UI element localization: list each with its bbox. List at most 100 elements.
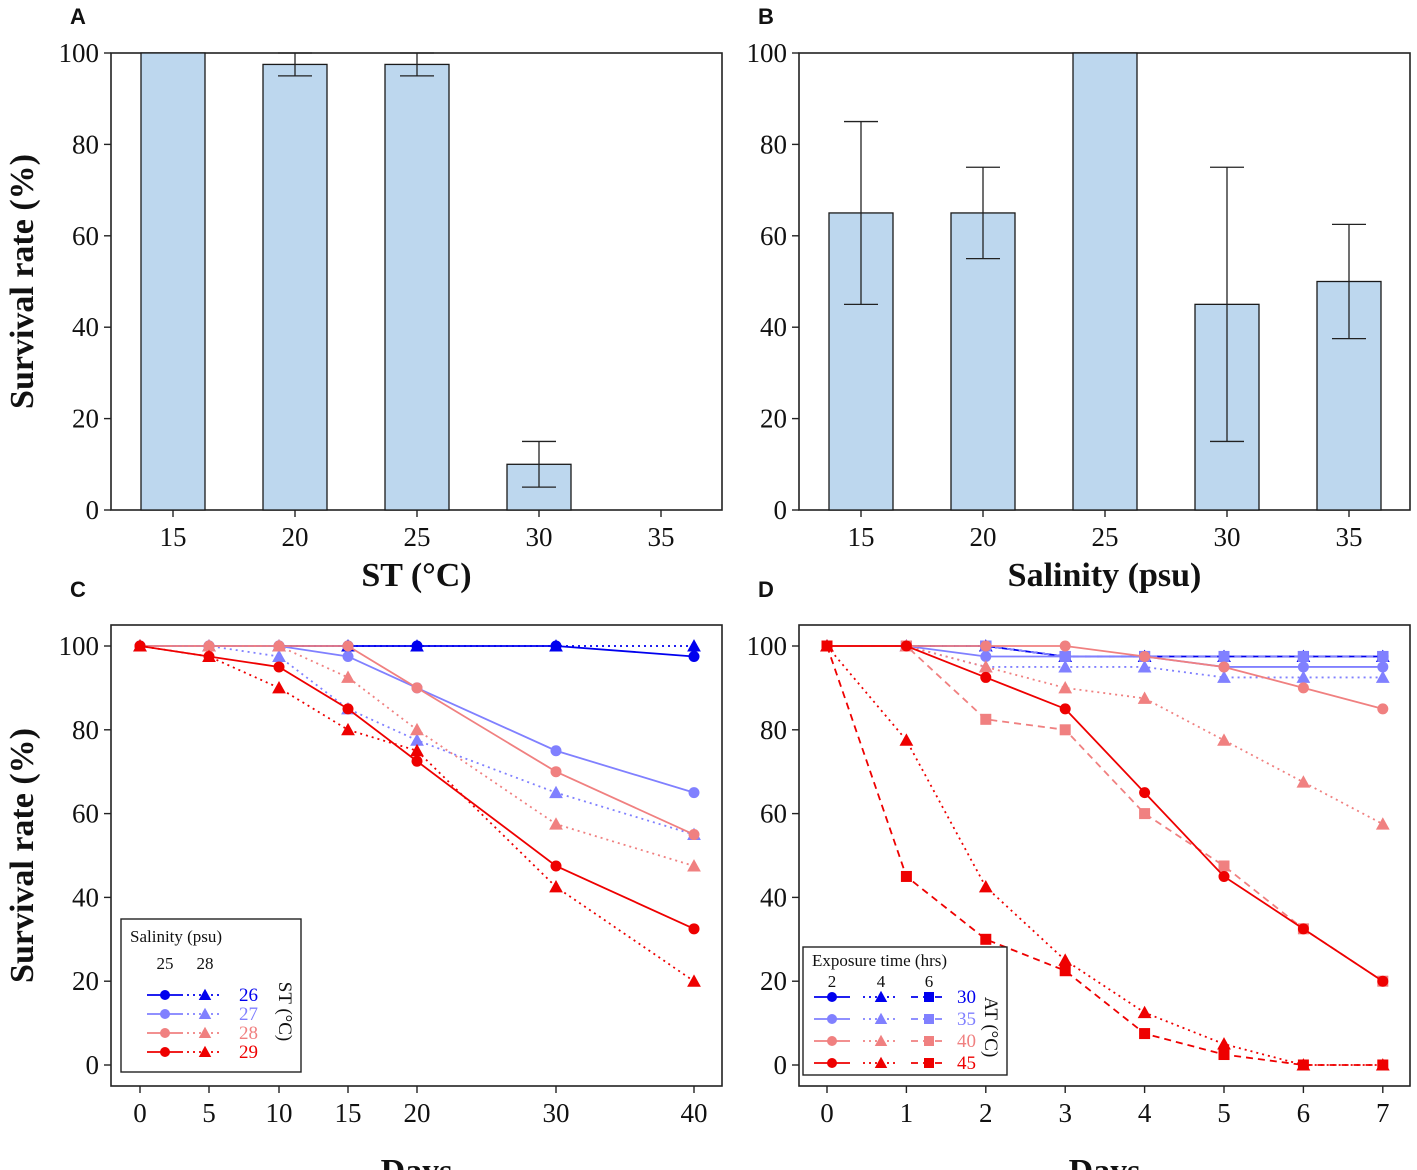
panel-c-xtick-label: 40 [681,1098,708,1128]
panel-d-data-point [1218,870,1230,882]
panel-d-data-point [1059,703,1071,715]
panel-c-data-point [687,859,701,872]
panel-d-x-axis-label: Days [1069,1153,1141,1170]
panel-a-bar [384,63,450,511]
panel-d-data-point [821,640,833,652]
panel-d-data-point [1297,650,1309,662]
panel-d-legend-marker [874,1034,888,1046]
panel-a-ytick-label: 0 [86,495,100,525]
panel-a-xtick-label: 30 [526,522,553,552]
panel-d-line-chart: 020406080100Days01234567Exposure time (h… [747,624,1411,1170]
panel-d-legend-marker [924,992,934,1002]
panel-d-legend-row-label: 45 [957,1053,976,1074]
panel-c-xtick-label: 15 [335,1098,362,1128]
panel-d-ytick-label: 80 [760,715,787,745]
panel-c-legend-column-label: 28 [197,954,214,973]
panel-d-data-point [1059,965,1071,977]
panel-b-x-axis-label: Salinity (psu) [1008,557,1202,594]
panel-d-ytick-label: 20 [760,966,787,996]
panel-d-legend-marker [827,1058,837,1068]
panel-d-data-point [1137,1005,1152,1019]
panel-d-ytick-label: 0 [774,1050,788,1080]
panel-d-legend-marker [924,1014,934,1024]
panel-a-bar [140,52,206,511]
panel-c-legend-marker [160,1028,170,1038]
panel-d-data-point [1217,670,1231,683]
panel-d-data-point [1375,670,1390,683]
panel-d-data-point [1375,817,1390,830]
panel-b-ytick-label: 20 [760,404,787,434]
panel-d-legend-marker [827,1036,837,1046]
panel-c-data-point [273,661,285,673]
panel-d-ytick-label: 100 [747,631,788,661]
panel-d-legend-column-label: 4 [877,972,886,991]
panel-d-data-point [1297,682,1309,694]
panel-b-label: B [758,4,774,29]
panel-d-data-point [1137,660,1152,673]
panel-a-xtick-label: 35 [648,522,675,552]
panel-d-data-point [1217,1037,1231,1050]
panel-d-legend-box [802,946,1008,1076]
panel-c-legend-row-label: 27 [239,1004,258,1025]
panel-d-legend-marker [827,992,837,1002]
panel-b-ytick-label: 0 [774,495,788,525]
panel-d-series-line [827,645,1384,825]
panel-b-bar-chart: 0 20 40 60 80 100 Salinity (psu) 15 20 25 30 35 [747,38,1411,594]
panel-d-data-point [980,650,992,662]
panel-d-xtick-label: 5 [1217,1098,1231,1128]
panel-c-data-point [133,639,147,652]
panel-c-y-axis-label: Survival rate (%) [4,728,41,983]
panel-d-legend-marker [874,1012,888,1024]
panel-c-legend-row-label: 29 [239,1042,258,1063]
panel-d-data-point [1058,660,1073,673]
panel-c-ytick-label: 40 [72,882,99,912]
panel-d-data-point [980,640,992,652]
panel-d-data-point [1218,661,1230,673]
panel-d-legend-marker [924,1058,934,1068]
panel-d-xtick-label: 3 [1058,1098,1072,1128]
panel-d-series-line [826,645,1383,1066]
panel-c-data-point [688,829,700,841]
panel-a-bar-chart: 0 20 40 60 80 100 Survival rate (%) ST (°C) 15 20… [4,38,723,594]
panel-d-series-line [826,645,1383,1066]
panel-d-series-line [827,645,1384,982]
panel-d-data-point [1377,703,1389,715]
panel-a-ytick-label: 60 [72,221,99,251]
panel-c-legend-marker [198,988,212,1000]
panel-a-ytick-label: 100 [59,38,100,68]
panel-d-ytick-label: 60 [760,799,787,829]
panel-c-ytick-label: 0 [86,1050,100,1080]
panel-b-ytick-label: 60 [760,221,787,251]
panel-a-xtick-label: 20 [282,522,309,552]
panel-d-data-point [1296,775,1311,788]
panel-c-data-point [202,649,216,662]
panel-d-data-point [899,733,914,746]
panel-d-data-point [1137,691,1152,704]
panel-a-xtick-label: 25 [404,522,431,552]
panel-c-xtick-label: 10 [266,1098,293,1128]
panel-d-data-point [1218,1049,1230,1061]
panel-c-data-point [549,639,563,652]
panel-c-legend-column-label: 25 [157,954,174,973]
panel-b-xtick-label: 15 [848,522,875,552]
panel-d-data-point [1139,808,1151,820]
panel-b-ytick-label: 40 [760,312,787,342]
panel-c-data-point [202,639,216,652]
panel-a-label: A [70,4,86,29]
panel-d-series-line [827,645,1383,658]
panel-c-label: C [70,577,86,602]
panel-d-legend-column-label: 2 [828,972,837,991]
panel-b-xtick-label: 30 [1214,522,1241,552]
panel-c-data-point [341,722,355,736]
panel-d-data-point [1059,640,1071,652]
panel-c-data-point [272,649,286,662]
panel-c-xtick-label: 5 [202,1098,216,1128]
panel-d-data-point [1058,681,1073,694]
panel-c-xtick-label: 30 [543,1098,570,1128]
panel-d-legend-title: Exposure time (hrs) [812,951,947,970]
panel-d-data-point [1297,1059,1309,1071]
panel-d-label: D [758,577,774,602]
panel-b-xtick-label: 20 [970,522,997,552]
panel-d-data-point [1297,661,1309,673]
